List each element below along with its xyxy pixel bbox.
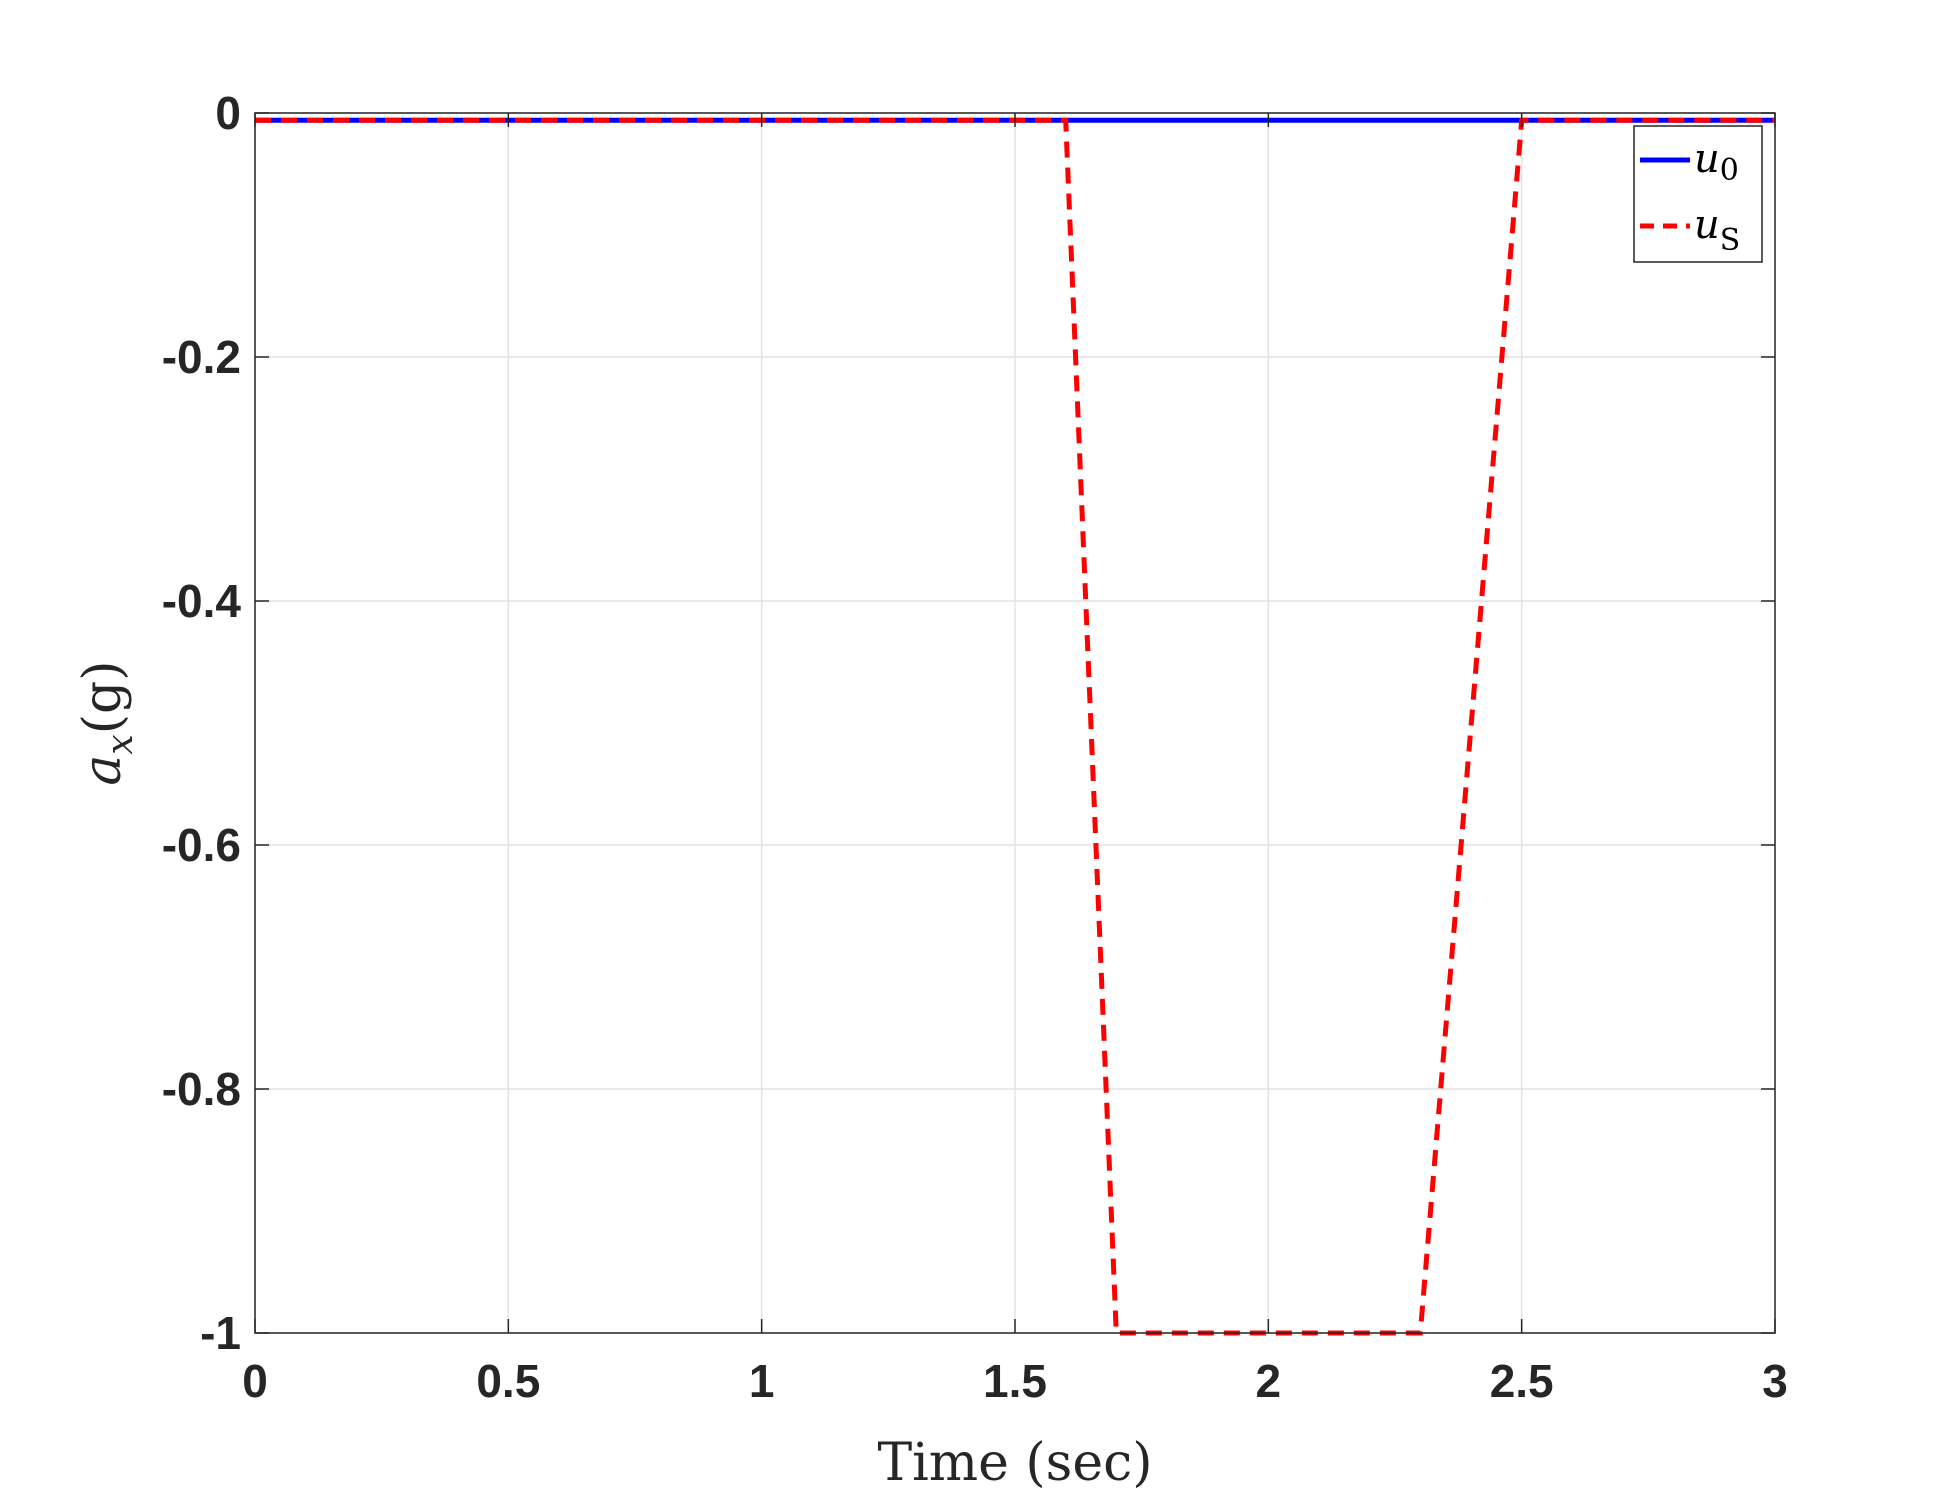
y-tick-label: 0	[215, 87, 241, 139]
x-tick-label: 1.5	[983, 1355, 1047, 1407]
legend-label-u0: u0	[1694, 136, 1739, 188]
legend-label-uS: uS	[1694, 202, 1740, 258]
legend-label-u0-sub: 0	[1720, 153, 1739, 188]
x-tick-label: 2	[1256, 1355, 1282, 1407]
legend: u0 uS	[1633, 125, 1763, 263]
tick-labels: 0 0.5 1 1.5 2 2.5 3 0 -0.2 -0.4 -0.6 -0.8 -1	[162, 87, 1788, 1407]
y-axis-label-rest: (g)	[73, 660, 133, 734]
x-tick-label: 2.5	[1490, 1355, 1554, 1407]
x-tick-label: 0.5	[476, 1355, 540, 1407]
x-tick-label: 1	[749, 1355, 775, 1407]
legend-label-uS-sub: S	[1720, 223, 1741, 258]
x-tick-label: 0	[242, 1355, 268, 1407]
y-tick-label: -1	[200, 1307, 241, 1359]
legend-label-u0-main: u	[1694, 136, 1720, 182]
y-tick-label: -0.6	[162, 819, 241, 871]
y-tick-label: -0.8	[162, 1063, 241, 1115]
x-axis-label: Time (sec)	[877, 1433, 1152, 1493]
x-tick-label: 3	[1762, 1355, 1788, 1407]
y-axis-label: ax(g)	[73, 660, 141, 785]
legend-label-uS-main: u	[1694, 202, 1720, 248]
y-tick-label: -0.4	[162, 575, 242, 627]
y-tick-label: -0.2	[162, 331, 241, 383]
y-axis-label-sub: x	[100, 734, 141, 754]
legend-box	[1633, 125, 1763, 263]
ticks	[254, 112, 1776, 1334]
y-axis-label-main: a	[73, 755, 133, 786]
